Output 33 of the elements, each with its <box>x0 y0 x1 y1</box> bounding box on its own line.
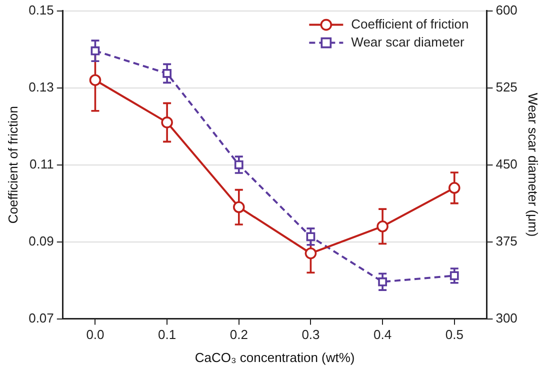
point <box>162 68 172 78</box>
point <box>89 74 102 86</box>
point <box>232 201 245 214</box>
point <box>234 160 244 170</box>
y-tick-label: 0.09 <box>28 233 54 248</box>
point <box>304 247 317 260</box>
y-tick-label: 0.15 <box>28 2 54 18</box>
point <box>161 116 173 128</box>
point <box>448 182 460 194</box>
x-tick-label: 0.0 <box>86 327 104 342</box>
x-tick-label: 0.2 <box>230 327 248 342</box>
y-tick-label: 0.07 <box>28 310 54 326</box>
point <box>376 220 388 232</box>
y2-tick-label: 375 <box>496 233 518 248</box>
legend-label: Coefficient of friction <box>351 16 469 32</box>
y2-tick-label: 300 <box>496 310 518 326</box>
y-tick-label: 0.13 <box>28 79 54 94</box>
x-tick-label: 0.5 <box>445 327 464 342</box>
x-tick-label: 0.1 <box>158 327 176 342</box>
point <box>378 277 387 286</box>
y-tick-label: 0.11 <box>30 156 54 172</box>
x-tick-label: 0.4 <box>374 327 392 342</box>
x-axis-title: CaCO₃ concentration (wt%) <box>194 350 355 365</box>
y-axis-title: Coefficient of friction <box>5 106 20 224</box>
y2-tick-label: 600 <box>496 2 518 18</box>
point <box>306 232 316 242</box>
point <box>450 271 459 280</box>
y2-tick-label: 525 <box>496 79 518 94</box>
x-tick-label: 0.3 <box>302 327 320 342</box>
legend-label: Wear scar diameter <box>351 34 466 50</box>
y2-axis-title: Wear scar diameter (μm) <box>526 92 541 237</box>
y2-tick-label: 450 <box>496 156 518 172</box>
point <box>90 46 100 56</box>
